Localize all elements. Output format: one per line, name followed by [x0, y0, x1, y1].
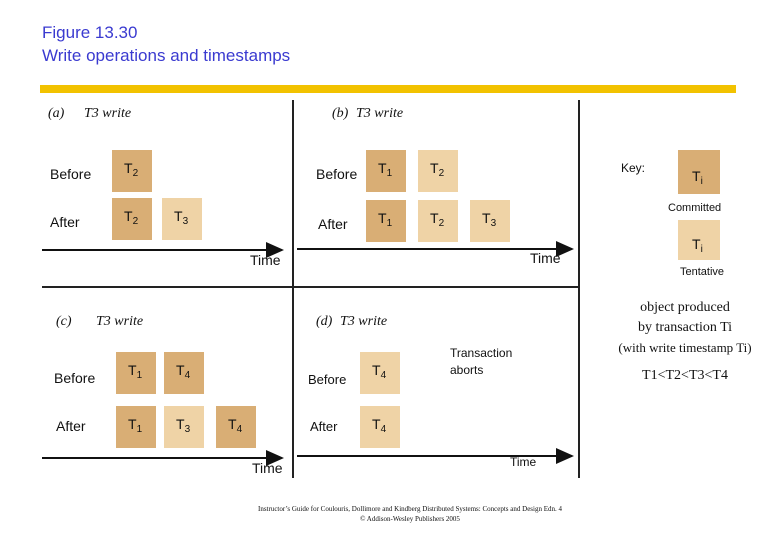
panel-a-caption: T3 write — [84, 106, 132, 121]
panel-c-after-t4-box: T4 — [216, 406, 256, 448]
divider-horizontal — [42, 286, 580, 288]
key-committed-box: Ti — [678, 150, 720, 194]
panel-c-after-label: After — [56, 418, 86, 434]
panel-b-before-label: Before — [316, 166, 358, 182]
footer-line1: Instructor’s Guide for Coulouris, Dollim… — [257, 505, 562, 513]
panel-c-before-t4-box: T4 — [164, 352, 204, 394]
panel-b-caption: T3 write — [356, 106, 404, 121]
panel-b-before-t2-box: T2 — [418, 150, 458, 192]
key-desc-line1: object produced — [640, 300, 730, 315]
panel-c-time-label: Time — [252, 460, 283, 476]
figure-number: Figure 13.30 — [42, 23, 138, 42]
panel-a-tag: (a) — [48, 106, 65, 121]
footer-line2: © Addison-Wesley Publishers 2005 — [360, 515, 460, 523]
key-committed-label: Committed — [668, 202, 722, 214]
panel-c-caption: T3 write — [96, 314, 144, 329]
panel-a-after-t3-box: T3 — [162, 198, 202, 240]
panel-d-before-t4-box: T4 — [360, 352, 400, 394]
panel-c-before-t1-box: T1 — [116, 352, 156, 394]
panel-b-time-label: Time — [530, 250, 561, 266]
panel-a-before-t2-box: T2 — [112, 150, 152, 192]
key-desc-line3: (with write timestamp Ti) — [618, 340, 752, 355]
panel-b-after-t1-box: T1 — [366, 200, 406, 242]
panel-d-before-label: Before — [308, 372, 347, 387]
panel-b-after-label: After — [318, 216, 348, 232]
panel-c-after-t3-box: T3 — [164, 406, 204, 448]
panel-d-after-label: After — [310, 419, 338, 434]
panel-b-before-t1-box: T1 — [366, 150, 406, 192]
panel-b-after-t3-box: T3 — [470, 200, 510, 242]
panel-c-tag: (c) — [56, 314, 72, 329]
key-tentative-box: Ti — [678, 220, 720, 260]
panel-a-time-label: Time — [250, 252, 281, 268]
key-tentative-label: Tentative — [680, 266, 725, 278]
panel-d-after-t4-box: T4 — [360, 406, 400, 448]
panel-b-after-t2-box: T2 — [418, 200, 458, 242]
key-label: Key: — [621, 161, 646, 175]
panel-d-note-line2: aborts — [450, 363, 484, 377]
panel-d-tag: (d) — [316, 314, 333, 329]
figure-title: Write operations and timestamps — [42, 46, 291, 65]
divider-vertical-right — [578, 100, 580, 478]
key-desc-line2: by transaction Ti — [637, 320, 733, 335]
panel-a-before-label: Before — [50, 166, 92, 182]
divider-vertical-left — [292, 100, 294, 478]
key-order: T1<T2<T3<T4 — [642, 368, 728, 383]
panel-a-after-label: After — [50, 214, 80, 230]
title-rule — [40, 85, 736, 93]
panel-d-time-label: Time — [510, 455, 537, 469]
panel-b-tag: (b) — [332, 106, 349, 121]
panel-a-after-t2-box: T2 — [112, 198, 152, 240]
panel-d-note-line1: Transaction — [450, 346, 513, 360]
panel-c-after-t1-box: T1 — [116, 406, 156, 448]
panel-c-before-label: Before — [54, 370, 96, 386]
panel-d-caption: T3 write — [340, 314, 388, 329]
